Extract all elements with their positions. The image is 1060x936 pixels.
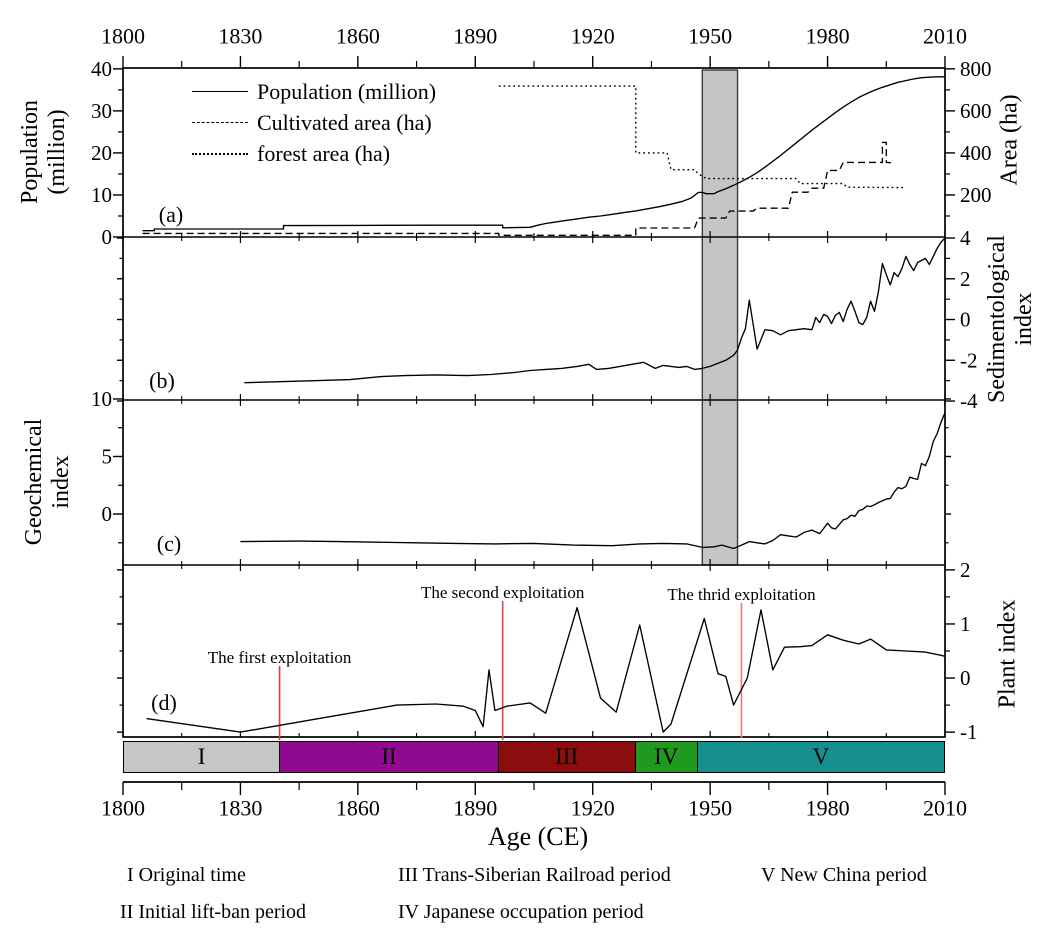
x-tick-label-bottom: 1890 bbox=[453, 796, 497, 821]
x-tick-label-top: 1920 bbox=[571, 24, 615, 49]
y-tick-label: 600 bbox=[960, 99, 992, 123]
y-axis-title-geochemical: Geochemical index bbox=[21, 419, 75, 546]
period-bar: I II III IV V bbox=[123, 741, 945, 773]
legend-label: forest area (ha) bbox=[257, 140, 391, 166]
y-tick-label: 40 bbox=[91, 57, 112, 81]
y-tick-label: 20 bbox=[91, 141, 112, 165]
y-tick-label: 0 bbox=[102, 225, 113, 249]
x-tick-label-top: 1950 bbox=[688, 24, 732, 49]
legend-solid-line-icon bbox=[192, 91, 248, 92]
period-segment-IV: IV bbox=[635, 742, 698, 772]
y-tick-label: 0 bbox=[960, 666, 971, 690]
y-tick-label: 2 bbox=[960, 267, 971, 291]
period-legend-item: I Original time bbox=[127, 864, 246, 886]
x-tick-label-top: 1800 bbox=[101, 24, 145, 49]
legend-label: Population (million) bbox=[257, 78, 437, 104]
period-legend-item: III Trans-Siberian Railroad period bbox=[398, 864, 671, 886]
y-axis-title-plant: Plant index bbox=[995, 600, 1022, 709]
y-tick-label: 0 bbox=[102, 502, 113, 526]
legend-item: Cultivated area (ha) bbox=[192, 107, 436, 138]
y-tick-label: -2 bbox=[960, 348, 978, 372]
x-axis-title: Age (CE) bbox=[487, 822, 589, 851]
cultivated-area-curve bbox=[142, 141, 895, 236]
legend-dashed-line-icon bbox=[192, 122, 248, 123]
axis-title-line: Geochemical bbox=[21, 418, 48, 546]
y-tick-label: 200 bbox=[960, 183, 992, 207]
y-tick-label: 0 bbox=[960, 308, 971, 332]
axis-title-line: Population bbox=[17, 99, 44, 205]
x-tick-label-bottom: 1920 bbox=[571, 796, 615, 821]
panel-letter-d: (d) bbox=[151, 690, 177, 715]
legend-label: Cultivated area (ha) bbox=[257, 109, 432, 135]
y-tick-label: 5 bbox=[102, 444, 113, 468]
sedimentological-curve bbox=[244, 237, 946, 384]
legend-dotted-line-icon bbox=[192, 152, 248, 155]
axis-title-line: (million) bbox=[44, 109, 70, 195]
y-axis-title-area: Area (ha) bbox=[997, 94, 1024, 185]
x-tick-label-bottom: 1950 bbox=[688, 796, 732, 821]
axis-title-line: index bbox=[1011, 292, 1037, 346]
x-tick-label-bottom: 1980 bbox=[806, 796, 850, 821]
period-legend-item: V New China period bbox=[761, 864, 927, 886]
x-tick-label-bottom: 1830 bbox=[218, 796, 262, 821]
legend: Population (million) Cultivated area (ha)… bbox=[192, 76, 436, 169]
annotation-second-exploitation: The second exploitation bbox=[421, 583, 585, 602]
plant-curve bbox=[146, 607, 946, 733]
y-tick-label: 400 bbox=[960, 141, 992, 165]
axis-title-line: Area (ha) bbox=[996, 94, 1023, 186]
y-tick-label: 10 bbox=[91, 387, 112, 411]
period-segment-II: II bbox=[280, 742, 499, 772]
y-tick-label: 1 bbox=[960, 612, 971, 636]
x-tick-label-top: 1890 bbox=[453, 24, 497, 49]
period-segment-I: I bbox=[124, 742, 281, 772]
panel-letter-a: (a) bbox=[158, 202, 184, 227]
population-curve bbox=[142, 76, 945, 232]
y-tick-label: 4 bbox=[960, 226, 971, 250]
x-tick-label-top: 1860 bbox=[336, 24, 380, 49]
axis-title-line: index bbox=[48, 455, 74, 509]
y-tick-label: 10 bbox=[91, 183, 112, 207]
x-tick-label-bottom: 1860 bbox=[336, 796, 380, 821]
annotation-first-exploitation: The first exploitation bbox=[207, 648, 352, 667]
x-tick-label-top: 1980 bbox=[806, 24, 850, 49]
legend-item: Population (million) bbox=[192, 76, 436, 107]
y-axis-title-population: Population (million) bbox=[17, 100, 71, 204]
highlight-band bbox=[701, 69, 739, 566]
geochemical-curve bbox=[240, 412, 946, 550]
legend-item: forest area (ha) bbox=[192, 138, 436, 169]
y-tick-label: 2 bbox=[960, 558, 971, 582]
y-tick-label: 800 bbox=[960, 57, 992, 81]
y-tick-label: -1 bbox=[960, 720, 978, 744]
x-tick-label-bottom: 1800 bbox=[101, 796, 145, 821]
y-tick-label: -4 bbox=[960, 389, 978, 413]
axis-title-line: Sedimentological bbox=[984, 235, 1011, 403]
x-tick-label-bottom: 2010 bbox=[923, 796, 967, 821]
panel-letter-c: (c) bbox=[156, 531, 182, 556]
period-legend-item: IV Japanese occupation period bbox=[398, 901, 644, 923]
period-segment-III: III bbox=[498, 742, 636, 772]
annotation-third-exploitation: The thrid exploitation bbox=[667, 585, 816, 604]
period-legend-item: II Initial lift-ban period bbox=[120, 901, 307, 923]
y-axis-title-sedimentological: Sedimentological index bbox=[984, 235, 1038, 403]
x-tick-label-top: 2010 bbox=[923, 24, 967, 49]
x-tick-label-top: 1830 bbox=[218, 24, 262, 49]
period-segment-V: V bbox=[697, 742, 944, 772]
axis-title-line: Plant index bbox=[994, 599, 1021, 709]
y-tick-label: 30 bbox=[91, 99, 112, 123]
panel-letter-b: (b) bbox=[149, 368, 175, 393]
